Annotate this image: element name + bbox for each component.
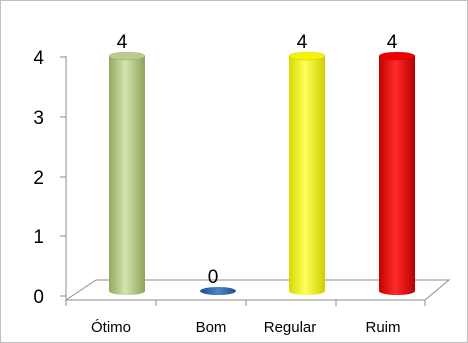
bar-bom xyxy=(200,287,236,295)
y-tick-label: 3 xyxy=(33,108,44,129)
bar-ruim-top xyxy=(378,51,416,61)
x-tick-label: Bom xyxy=(196,319,227,336)
y-axis: 0 1 2 3 4 xyxy=(33,48,66,308)
y-tick-label: 4 xyxy=(33,48,44,69)
y-tick-label: 2 xyxy=(33,168,44,189)
bars xyxy=(108,51,416,295)
data-label: 4 xyxy=(297,32,308,53)
data-label: 4 xyxy=(387,32,398,53)
x-tick-label: Ótimo xyxy=(91,319,131,336)
bar-regular-body xyxy=(289,56,325,295)
y-tick-label: 0 xyxy=(33,287,44,308)
x-tick-label: Regular xyxy=(264,319,317,336)
bar--timo xyxy=(108,51,146,295)
bar-ruim xyxy=(378,51,416,295)
bar--timo-top xyxy=(108,51,146,61)
y-tick-label: 1 xyxy=(33,227,44,248)
data-labels: 4 0 4 4 xyxy=(117,32,398,288)
bar-ruim-body xyxy=(379,56,415,295)
x-axis: Ótimo Bom Regular Ruim xyxy=(65,300,426,336)
bar--timo-body xyxy=(109,56,145,295)
bar-regular-top xyxy=(288,51,326,61)
data-label: 4 xyxy=(117,32,128,53)
bar-regular xyxy=(288,51,326,295)
data-label: 0 xyxy=(208,267,219,288)
x-tick-label: Ruim xyxy=(365,319,400,336)
